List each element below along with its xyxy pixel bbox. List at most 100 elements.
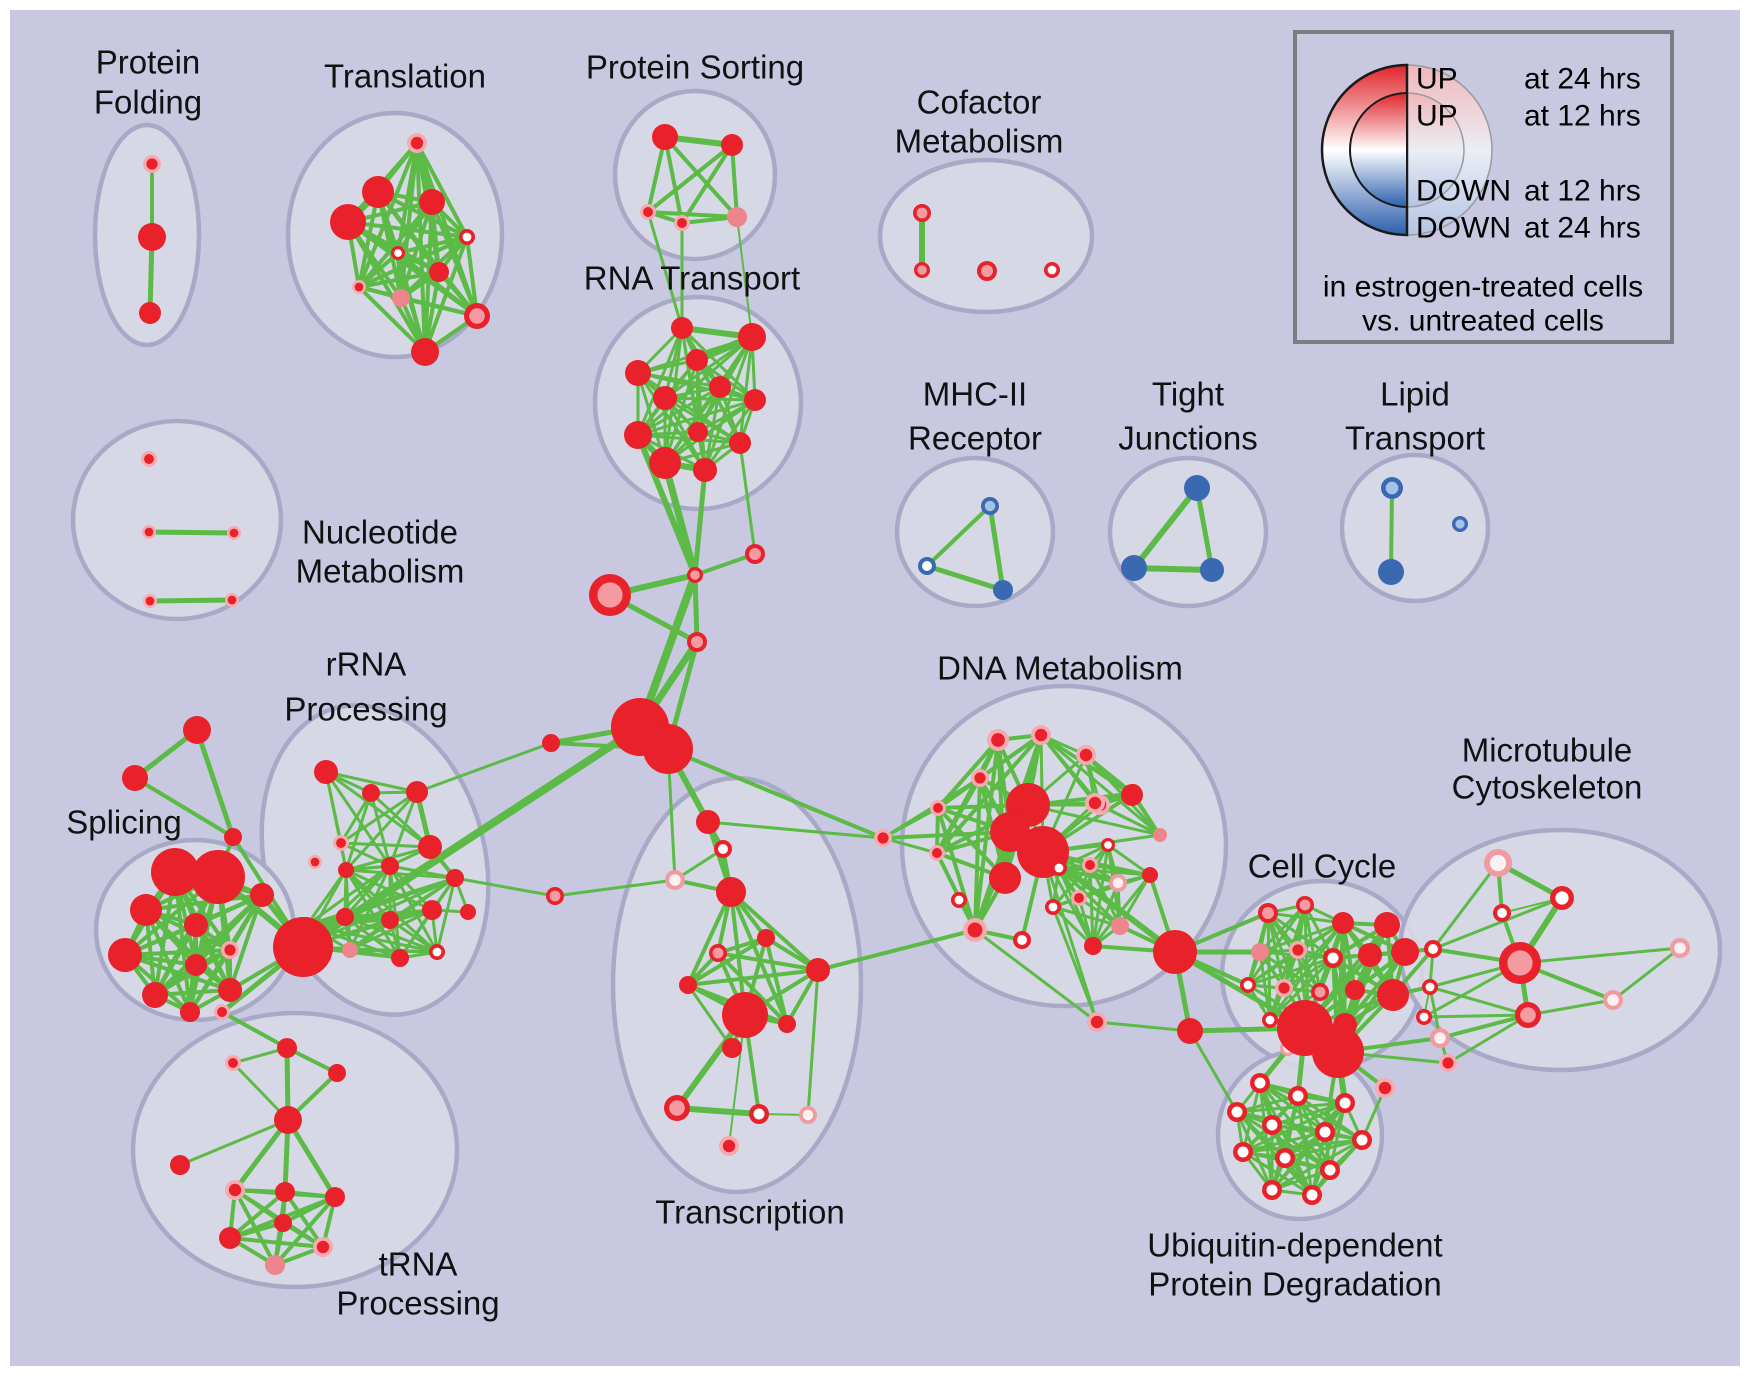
node-sK <box>250 883 274 907</box>
node-t12-core <box>669 1100 685 1116</box>
node-m3 <box>1430 1028 1450 1048</box>
node-b1 <box>277 1038 297 1058</box>
node-tr9 <box>392 289 410 307</box>
edge-clique-6 <box>228 1190 287 1240</box>
edge-ps3-rt1 <box>646 210 684 330</box>
node-cf3 <box>977 261 997 281</box>
cluster-label-rrna-processing-line2: Processing <box>284 691 447 728</box>
node-sJ <box>180 1002 200 1022</box>
node-c16 <box>1262 1012 1278 1028</box>
node-b2 <box>214 1004 230 1020</box>
cluster-label-lipid-transport-line2: Transport <box>1345 420 1485 457</box>
node-kh5-core <box>316 1240 330 1254</box>
node-u8-core <box>1237 1146 1249 1158</box>
node-mt11-core <box>1674 942 1686 954</box>
edge-clique-2 <box>738 335 754 445</box>
node-d13-core <box>1088 796 1102 810</box>
edge-clique-10 <box>1057 866 1095 948</box>
node-mt5 <box>1499 942 1541 984</box>
node-d27-core <box>1017 935 1027 945</box>
node-sI <box>218 978 242 1002</box>
edge-mh1-mh3 <box>987 503 1006 593</box>
node-d1 <box>987 729 1009 751</box>
node-u8 <box>1233 1142 1253 1162</box>
node-d4-core <box>974 772 986 784</box>
node-nm1 <box>141 451 157 467</box>
node-cf4-core <box>1047 265 1057 275</box>
edge-clique-0 <box>423 235 469 354</box>
cluster-label-microtubule-cytoskeleton-line1: Microtubule <box>1462 732 1633 769</box>
node-c2 <box>1296 896 1314 914</box>
edge-clique-10 <box>1088 863 1152 877</box>
node-mh1 <box>981 497 999 515</box>
edge-t1-dmB <box>706 820 885 840</box>
node-pf3 <box>139 302 161 324</box>
node-nm4-core <box>145 596 155 606</box>
edge-clique-0 <box>415 141 469 239</box>
edge-clique-0 <box>357 270 441 289</box>
edge-tj1-tj2 <box>1131 485 1200 571</box>
node-t3-core <box>669 874 681 886</box>
edge-clique-10 <box>1051 905 1095 948</box>
node-t6-core <box>712 947 724 959</box>
edge-clique-10 <box>1057 866 1122 928</box>
node-rC <box>406 781 428 803</box>
node-d16-core <box>1104 841 1112 849</box>
node-rA <box>314 760 338 784</box>
edge-hub2-dmB <box>666 747 885 840</box>
node-c14 <box>1345 980 1365 1000</box>
node-dsp-core <box>1090 1015 1104 1029</box>
node-rP-core <box>432 947 442 957</box>
legend-inner-right-half <box>1406 92 1465 208</box>
edge-mtp-mt7 <box>1446 1013 1530 1065</box>
node-rE-core <box>310 857 320 867</box>
legend-direction-3: DOWN <box>1416 175 1511 208</box>
node-d26 <box>963 918 987 942</box>
edge-clique-11 <box>1246 956 1335 987</box>
edge-rt11-ch1 <box>661 459 699 579</box>
edge-clique-6 <box>228 1236 325 1249</box>
edge-clique-2 <box>663 396 742 445</box>
edge-clique-9 <box>1039 733 1162 837</box>
edge-clique-10 <box>1051 873 1152 909</box>
node-t8 <box>722 992 768 1038</box>
node-mtp-core <box>1442 1057 1454 1069</box>
edge-tb-rM <box>453 876 557 898</box>
cluster-label-cell-cycle-line1: Cell Cycle <box>1248 848 1397 885</box>
node-ch2-core <box>749 548 761 560</box>
node-cf2-core <box>917 265 927 275</box>
edge-clique-7 <box>686 890 733 987</box>
edge-clique-1 <box>680 143 734 225</box>
edge-clique-10 <box>1106 843 1152 877</box>
node-rt2 <box>738 323 766 351</box>
node-m2 <box>1422 979 1438 995</box>
node-m2-core <box>1425 982 1435 992</box>
edge-clique-13 <box>1258 1081 1274 1192</box>
cluster-nucleotide-metabolism <box>70 418 284 622</box>
node-t4 <box>716 877 746 907</box>
node-mt2-core <box>1555 891 1569 905</box>
node-mt2 <box>1550 886 1574 910</box>
node-t2-core <box>718 844 728 854</box>
cluster-label-lipid-transport-line1: Lipid <box>1380 376 1450 413</box>
node-tr11 <box>411 338 439 366</box>
node-rP <box>429 944 445 960</box>
edge-clique-2 <box>703 398 757 472</box>
node-d17-core <box>1054 863 1064 873</box>
edge-ps5-rt2 <box>736 216 753 338</box>
cluster-label-trna-processing-line2: Processing <box>336 1285 499 1322</box>
edge-kHub-klone <box>178 1118 290 1167</box>
node-d13 <box>1085 793 1105 813</box>
node-u11-core <box>1266 1184 1278 1196</box>
legend-direction-2: UP <box>1416 100 1458 133</box>
edge-m3-mt7 <box>1438 1013 1530 1040</box>
edge-clique-0 <box>396 235 469 255</box>
node-d3 <box>1076 745 1096 765</box>
edge-clique-1 <box>730 143 739 219</box>
node-tg1 <box>183 716 211 744</box>
edge-clique-10 <box>1057 843 1110 870</box>
node-rt5 <box>709 376 731 398</box>
cluster-label-nucleotide-metabolism-line1: Nucleotide <box>302 514 458 551</box>
edge-hub1-rHub <box>299 723 644 951</box>
edge-clique-2 <box>636 398 757 437</box>
